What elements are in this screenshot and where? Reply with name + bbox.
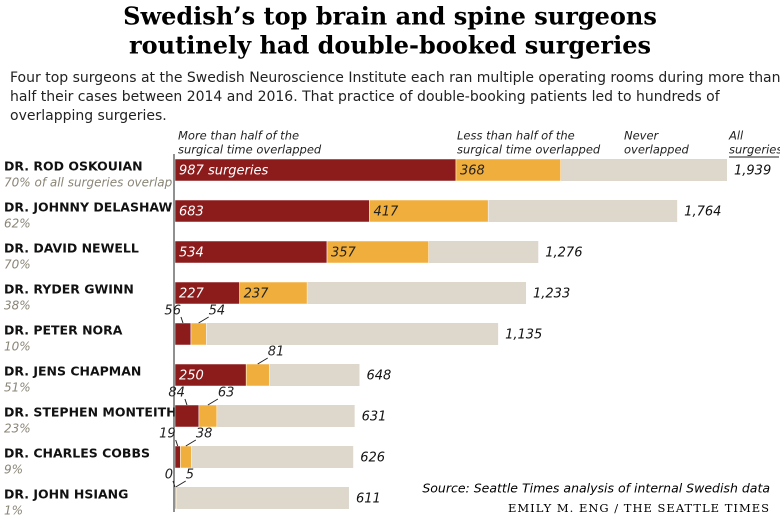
leader-line (207, 398, 219, 406)
value-label: 0 (165, 468, 173, 483)
note: 51% (4, 381, 31, 395)
category-label: DR. DAVID NEWELL (4, 241, 139, 256)
category-label: DR. PETER NORA (4, 323, 123, 338)
value-label: 19 (159, 427, 176, 442)
chart-title: Swedish’s top brain and spine surgeons (123, 2, 657, 31)
total-label: 1,276 (545, 246, 582, 261)
bar-segment (326, 240, 429, 264)
value-label: 534 (179, 246, 204, 261)
bar-segment (180, 445, 192, 469)
legend-label: surgical time overlapped (457, 143, 601, 157)
value-label: 237 (244, 287, 270, 302)
value-label: 5 (186, 468, 194, 483)
total-bar (175, 323, 499, 345)
category-label: DR. CHARLES COBBS (4, 446, 150, 461)
category-label: DR. JOHNNY DELASHAW (4, 200, 173, 215)
value-label: 81 (268, 345, 285, 360)
legend-label: surgical time overlapped (178, 143, 322, 157)
total-label: 648 (366, 369, 391, 384)
value-label: 368 (460, 164, 485, 179)
leader-line (175, 480, 186, 488)
total-label: 1,135 (505, 328, 542, 343)
subtitle: Four top surgeons at the Swedish Neurosc… (10, 70, 780, 86)
value-label: 357 (331, 246, 357, 261)
legend-label: surgeries (729, 143, 780, 157)
value-label: 38 (196, 427, 213, 442)
bar-segment (455, 158, 561, 182)
legend-label: All (728, 129, 744, 143)
subtitle: half their cases between 2014 and 2016. … (10, 89, 721, 105)
value-label: 63 (218, 386, 235, 401)
note: 10% (4, 340, 31, 354)
bar-segment (245, 363, 270, 387)
value-label: 683 (179, 205, 204, 220)
source: Source: Seattle Times analysis of intern… (422, 481, 770, 496)
total-label: 1,939 (734, 164, 771, 179)
total-label: 1,764 (684, 205, 721, 220)
total-label: 631 (362, 410, 387, 425)
category-label: DR. JENS CHAPMAN (4, 364, 141, 379)
note: 1% (4, 504, 23, 518)
legend-label: overlapped (624, 143, 690, 157)
leader-line (257, 357, 268, 365)
total-label: 626 (360, 451, 385, 466)
bar-segment (174, 404, 200, 428)
bar-segment (174, 199, 370, 223)
note: 70% of all surgeries overlap (4, 176, 173, 190)
note: 23% (4, 422, 31, 436)
total-label: 1,233 (533, 287, 570, 302)
leader-line (180, 316, 184, 324)
value-label: 417 (373, 205, 399, 220)
value-label: 250 (179, 369, 204, 384)
leader-line (184, 398, 188, 406)
chart-title: routinely had double-booked surgeries (129, 31, 651, 60)
total-bar (175, 487, 349, 509)
bar-segment (174, 486, 177, 510)
legend-label: Never (624, 129, 660, 143)
leader-line (185, 439, 197, 447)
total-label: 611 (356, 492, 381, 507)
bar-segment (369, 199, 489, 223)
legend-label: Less than half of the (457, 129, 575, 143)
value-label: 84 (168, 386, 185, 401)
bar-segment (174, 445, 181, 469)
note: 62% (4, 217, 31, 231)
note: 9% (4, 463, 23, 477)
subtitle: overlapping surgeries. (10, 108, 167, 124)
leader-line (198, 316, 209, 324)
category-label: DR. STEPHEN MONTEITH (4, 405, 177, 420)
value-label: 54 (209, 304, 226, 319)
bar-segment (190, 322, 207, 346)
category-label: DR. ROD OSKOUIAN (4, 159, 143, 174)
credit: EMILY M. ENG / THE SEATTLE TIMES (508, 501, 770, 515)
value-label: 56 (164, 304, 181, 319)
bar-segment (174, 322, 192, 346)
bar-segment (198, 404, 218, 428)
value-label: 987 surgeries (179, 164, 269, 179)
total-bar (175, 446, 354, 468)
bar-segment (239, 281, 308, 305)
leader-line (175, 439, 179, 447)
category-label: DR. JOHN HSIANG (4, 487, 128, 502)
legend-label: More than half of the (178, 129, 299, 143)
note: 38% (4, 299, 31, 313)
value-label: 227 (179, 287, 205, 302)
category-label: DR. RYDER GWINN (4, 282, 134, 297)
total-bar (175, 405, 355, 427)
note: 70% (4, 258, 31, 272)
leader-line (172, 480, 176, 488)
